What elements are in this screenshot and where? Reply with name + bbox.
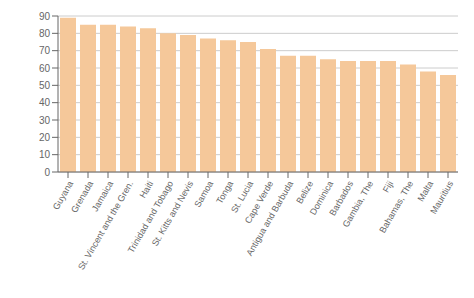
svg-text:Grenada: Grenada <box>69 179 96 215</box>
svg-text:Antigua and Barbuda: Antigua and Barbuda <box>244 179 295 257</box>
svg-text:Samoa: Samoa <box>192 179 215 209</box>
svg-text:30: 30 <box>39 115 51 126</box>
svg-text:Guyana: Guyana <box>50 179 76 212</box>
svg-text:Bahamas, The: Bahamas, The <box>377 179 415 235</box>
svg-text:Haiti: Haiti <box>138 179 156 200</box>
svg-text:60: 60 <box>39 63 51 74</box>
svg-text:Tonga: Tonga <box>214 179 235 205</box>
svg-text:Gambia, The: Gambia, The <box>341 179 376 229</box>
svg-text:90: 90 <box>39 11 51 22</box>
svg-text:40: 40 <box>39 97 51 108</box>
svg-text:10: 10 <box>39 149 51 160</box>
svg-text:Dominica: Dominica <box>307 179 336 217</box>
svg-text:St. Kitts and Nevis: St. Kitts and Nevis <box>150 179 196 248</box>
svg-text:Barbados: Barbados <box>327 179 356 218</box>
svg-text:Mauritius: Mauritius <box>428 179 455 216</box>
svg-text:St. Vincent and the Gren.: St. Vincent and the Gren. <box>76 179 135 271</box>
svg-text:70: 70 <box>39 45 51 56</box>
svg-text:50: 50 <box>39 80 51 91</box>
svg-text:Belize: Belize <box>294 179 315 205</box>
svg-text:0: 0 <box>44 167 50 178</box>
svg-text:Fiji: Fiji <box>381 179 395 194</box>
svg-text:Trinidad and Tobago: Trinidad and Tobago <box>125 179 176 255</box>
svg-text:20: 20 <box>39 132 51 143</box>
svg-text:Cape Verde: Cape Verde <box>242 179 276 226</box>
svg-text:St. Lucia: St. Lucia <box>229 179 256 215</box>
svg-text:Malta: Malta <box>416 179 436 203</box>
svg-text:Jamaica: Jamaica <box>89 179 116 214</box>
svg-text:80: 80 <box>39 28 51 39</box>
